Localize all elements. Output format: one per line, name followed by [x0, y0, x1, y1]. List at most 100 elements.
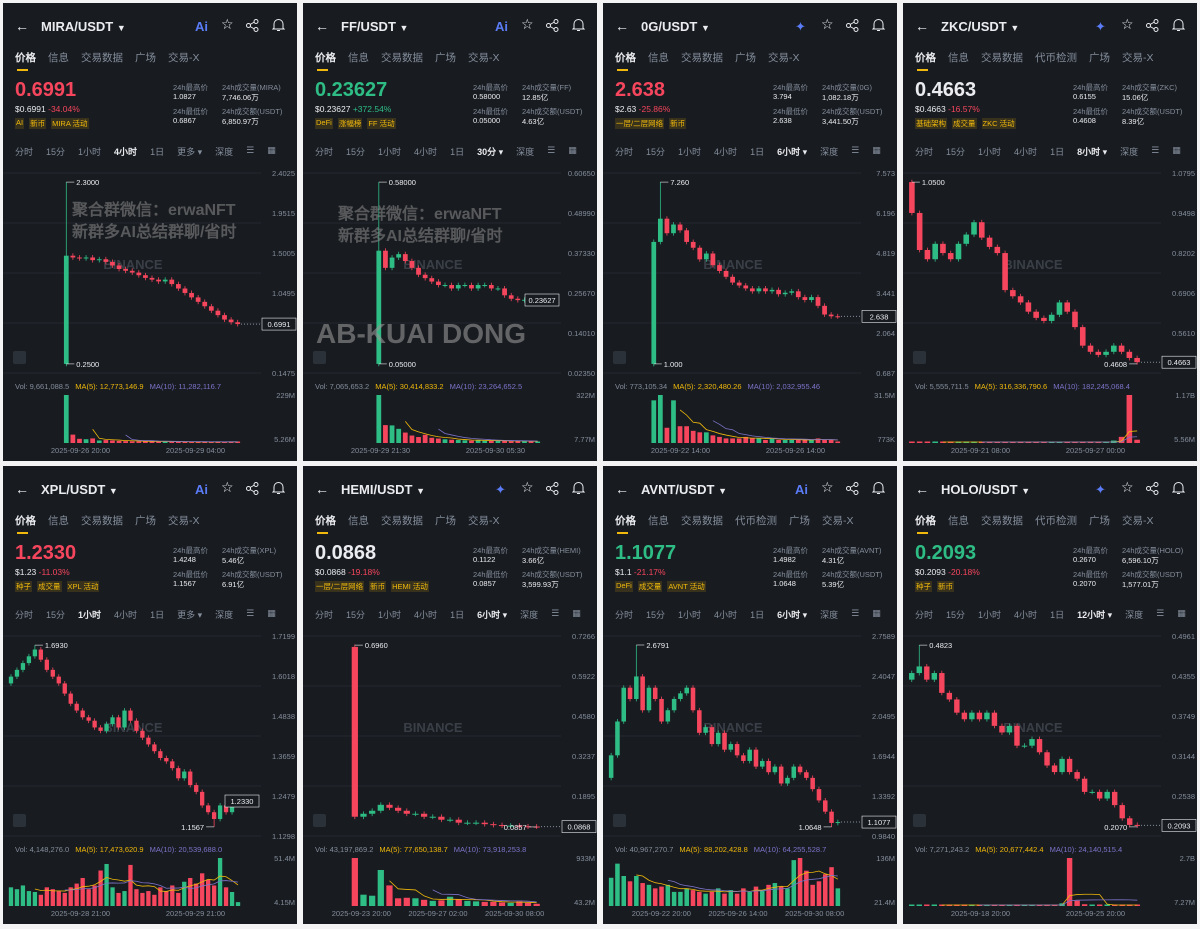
interval-option[interactable]: 4小时 [1014, 147, 1038, 157]
interval-option[interactable]: 1小时 [78, 610, 102, 620]
share-icon[interactable] [846, 19, 859, 32]
interval-option[interactable]: 分时 [915, 147, 934, 157]
fullscreen-icon[interactable] [313, 351, 326, 364]
interval-option[interactable]: 15分 [646, 610, 666, 620]
grid-icon[interactable]: ▦ [872, 145, 881, 155]
candlestick-chart[interactable]: BINANCE7.5736.1964.8193.4412.0640.6877.2… [603, 163, 897, 448]
pair-selector[interactable]: AVNT/USDT ▼ [641, 482, 727, 497]
tab-4[interactable]: 交易-X [168, 52, 200, 64]
back-arrow-icon[interactable]: ← [315, 18, 329, 34]
grid-icon[interactable]: ▦ [1172, 145, 1181, 155]
interval-option[interactable]: 1小时 [378, 147, 402, 157]
settings-icon[interactable]: ☰ [1151, 145, 1160, 155]
tab-4[interactable]: 广场 [789, 515, 810, 527]
tab-3[interactable]: 代币检测 [1035, 52, 1077, 64]
tab-5[interactable]: 交易-X [1122, 515, 1154, 527]
settings-icon[interactable]: ☰ [851, 608, 860, 618]
interval-option[interactable]: 12小时 ▾ [1077, 610, 1113, 620]
fullscreen-icon[interactable] [913, 814, 926, 827]
interval-option[interactable]: 1日 [150, 610, 165, 620]
tab-0[interactable]: 价格 [915, 52, 936, 64]
bell-icon[interactable] [872, 481, 885, 495]
interval-option[interactable]: 15分 [646, 147, 666, 157]
candlestick-chart[interactable]: BINANCE2.75892.40472.04951.69441.33920.9… [603, 626, 897, 911]
interval-option[interactable]: 15分 [946, 147, 966, 157]
tab-3[interactable]: 广场 [135, 52, 156, 64]
interval-option[interactable]: 1小时 [678, 147, 702, 157]
bell-icon[interactable] [572, 481, 585, 495]
tag[interactable]: 成交量 [637, 581, 663, 592]
pair-selector[interactable]: 0G/USDT ▼ [641, 19, 710, 34]
pair-selector[interactable]: ZKC/USDT ▼ [941, 19, 1019, 34]
tab-2[interactable]: 交易数据 [81, 52, 123, 64]
interval-option[interactable]: 深度 [820, 610, 839, 620]
tab-0[interactable]: 价格 [315, 515, 336, 527]
share-icon[interactable] [1146, 482, 1159, 495]
share-icon[interactable] [546, 19, 559, 32]
interval-option[interactable]: 15分 [46, 610, 66, 620]
tag[interactable]: DeFi [615, 581, 633, 592]
tab-0[interactable]: 价格 [615, 515, 636, 527]
interval-option[interactable]: 深度 [215, 610, 234, 620]
interval-option[interactable]: 更多 ▾ [177, 610, 203, 620]
tag[interactable]: 新币 [669, 118, 687, 129]
star-icon[interactable]: ☆ [521, 16, 534, 32]
star-icon[interactable]: ☆ [521, 479, 534, 495]
tab-2[interactable]: 交易数据 [981, 515, 1023, 527]
bell-icon[interactable] [272, 18, 285, 32]
interval-option[interactable]: 15分 [46, 147, 66, 157]
interval-option[interactable]: 1小时 [378, 610, 402, 620]
settings-icon[interactable]: ☰ [851, 145, 860, 155]
ai-assistant-icon[interactable]: ✦ [495, 482, 506, 497]
tab-1[interactable]: 信息 [48, 515, 69, 527]
star-icon[interactable]: ☆ [221, 16, 234, 32]
share-icon[interactable] [546, 482, 559, 495]
share-icon[interactable] [846, 482, 859, 495]
interval-option[interactable]: 6小时 ▾ [777, 147, 808, 157]
tab-4[interactable]: 交易-X [468, 515, 500, 527]
tab-2[interactable]: 交易数据 [381, 52, 423, 64]
tag[interactable]: 成交量 [952, 118, 977, 129]
interval-option[interactable]: 6小时 ▾ [777, 610, 808, 620]
tag[interactable]: 种子 [915, 581, 932, 592]
interval-option[interactable]: 30分 ▾ [477, 147, 504, 157]
tab-2[interactable]: 交易数据 [681, 515, 723, 527]
grid-icon[interactable]: ▦ [267, 145, 276, 155]
tab-2[interactable]: 交易数据 [981, 52, 1023, 64]
tab-3[interactable]: 广场 [735, 52, 756, 64]
tab-0[interactable]: 价格 [15, 52, 36, 64]
pair-selector[interactable]: MIRA/USDT ▼ [41, 19, 126, 34]
tab-3[interactable]: 代币检测 [1035, 515, 1077, 527]
tag[interactable]: HEMI 活动 [391, 581, 429, 592]
interval-option[interactable]: 分时 [915, 610, 934, 620]
share-icon[interactable] [1146, 19, 1159, 32]
fullscreen-icon[interactable] [613, 814, 626, 827]
settings-icon[interactable]: ☰ [547, 145, 556, 155]
fullscreen-icon[interactable] [613, 351, 626, 364]
back-arrow-icon[interactable]: ← [615, 18, 629, 34]
ai-assistant-icon[interactable]: Ai [195, 482, 208, 497]
tag[interactable]: 种子 [15, 581, 32, 592]
fullscreen-icon[interactable] [913, 351, 926, 364]
grid-icon[interactable]: ▦ [872, 608, 881, 618]
tab-1[interactable]: 信息 [348, 52, 369, 64]
star-icon[interactable]: ☆ [821, 479, 834, 495]
tag[interactable]: 基础架构 [915, 118, 947, 129]
interval-option[interactable]: 分时 [315, 610, 334, 620]
interval-option[interactable]: 1日 [150, 147, 165, 157]
pair-selector[interactable]: FF/USDT ▼ [341, 19, 408, 34]
grid-icon[interactable]: ▦ [267, 608, 276, 618]
interval-option[interactable]: 1日 [1050, 610, 1065, 620]
tag[interactable]: XPL 活动 [66, 581, 100, 592]
tag[interactable]: FF 活动 [367, 118, 396, 129]
tab-4[interactable]: 交易-X [468, 52, 500, 64]
interval-option[interactable]: 分时 [15, 147, 34, 157]
tab-1[interactable]: 信息 [948, 52, 969, 64]
settings-icon[interactable]: ☰ [246, 608, 255, 618]
back-arrow-icon[interactable]: ← [15, 18, 29, 34]
tag[interactable]: 新币 [29, 118, 47, 129]
pair-selector[interactable]: XPL/USDT ▼ [41, 482, 118, 497]
tab-5[interactable]: 交易-X [822, 515, 854, 527]
back-arrow-icon[interactable]: ← [915, 18, 929, 34]
interval-option[interactable]: 15分 [946, 610, 966, 620]
